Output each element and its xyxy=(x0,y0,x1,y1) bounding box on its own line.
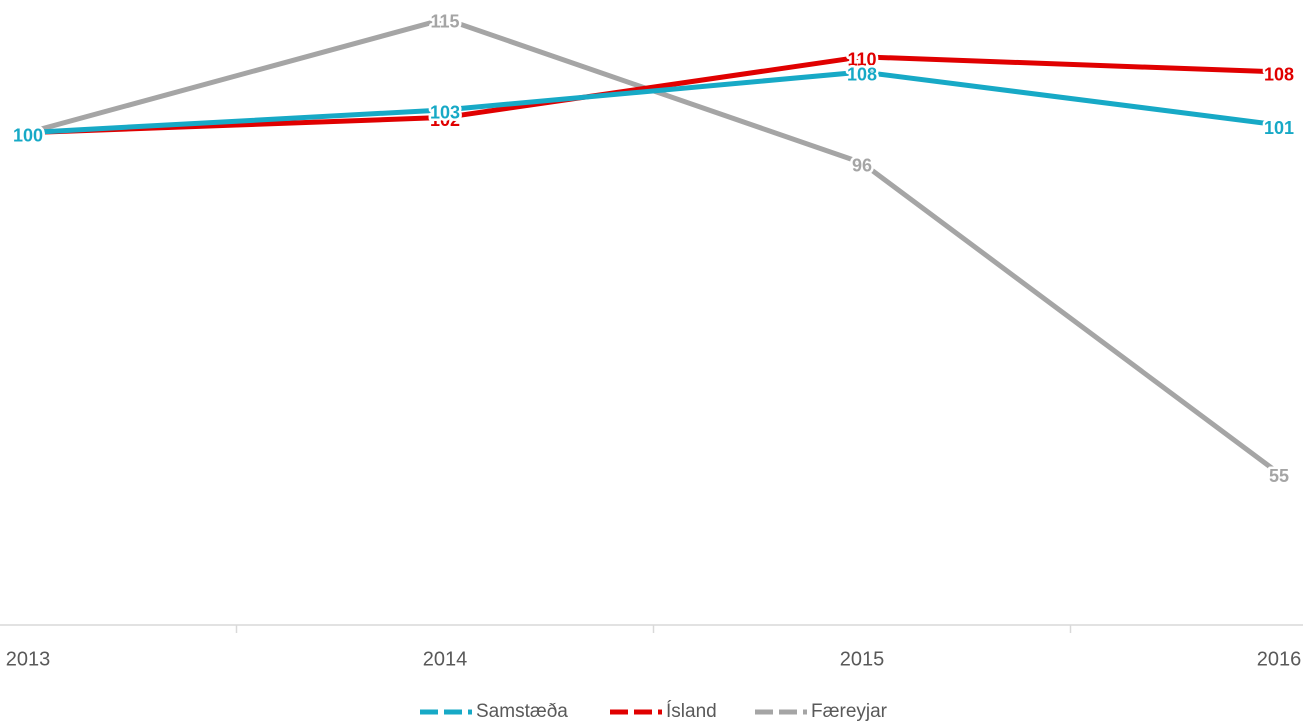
data-label: 100 xyxy=(13,125,43,145)
data-label: 101 xyxy=(1264,118,1294,138)
data-label: 100 xyxy=(13,125,43,145)
data-label: 103 xyxy=(430,103,460,123)
legend-item: Færeyjar xyxy=(755,701,888,722)
legend-item: Samstæða xyxy=(420,701,568,722)
x-tick-label: 2013 xyxy=(6,648,51,670)
data-label: 108 xyxy=(1264,65,1294,85)
x-tick-label: 2014 xyxy=(423,648,468,670)
data-label: 100 xyxy=(13,125,43,145)
legend-label: Færeyjar xyxy=(811,701,888,722)
x-tick-label: 2016 xyxy=(1257,648,1302,670)
x-tick-label: 2015 xyxy=(840,648,885,670)
data-label: 108 xyxy=(847,65,877,85)
data-label: 110 xyxy=(847,50,876,70)
data-label: 96 xyxy=(852,156,872,176)
legend-label: Samstæða xyxy=(476,701,568,722)
legend-label: Ísland xyxy=(666,701,717,722)
series-line xyxy=(27,54,1280,136)
data-label: 55 xyxy=(1269,466,1289,486)
data-label: 102 xyxy=(430,110,460,130)
series-line xyxy=(27,69,1280,136)
legend-item: Ísland xyxy=(610,701,717,722)
data-label: 115 xyxy=(430,12,459,32)
